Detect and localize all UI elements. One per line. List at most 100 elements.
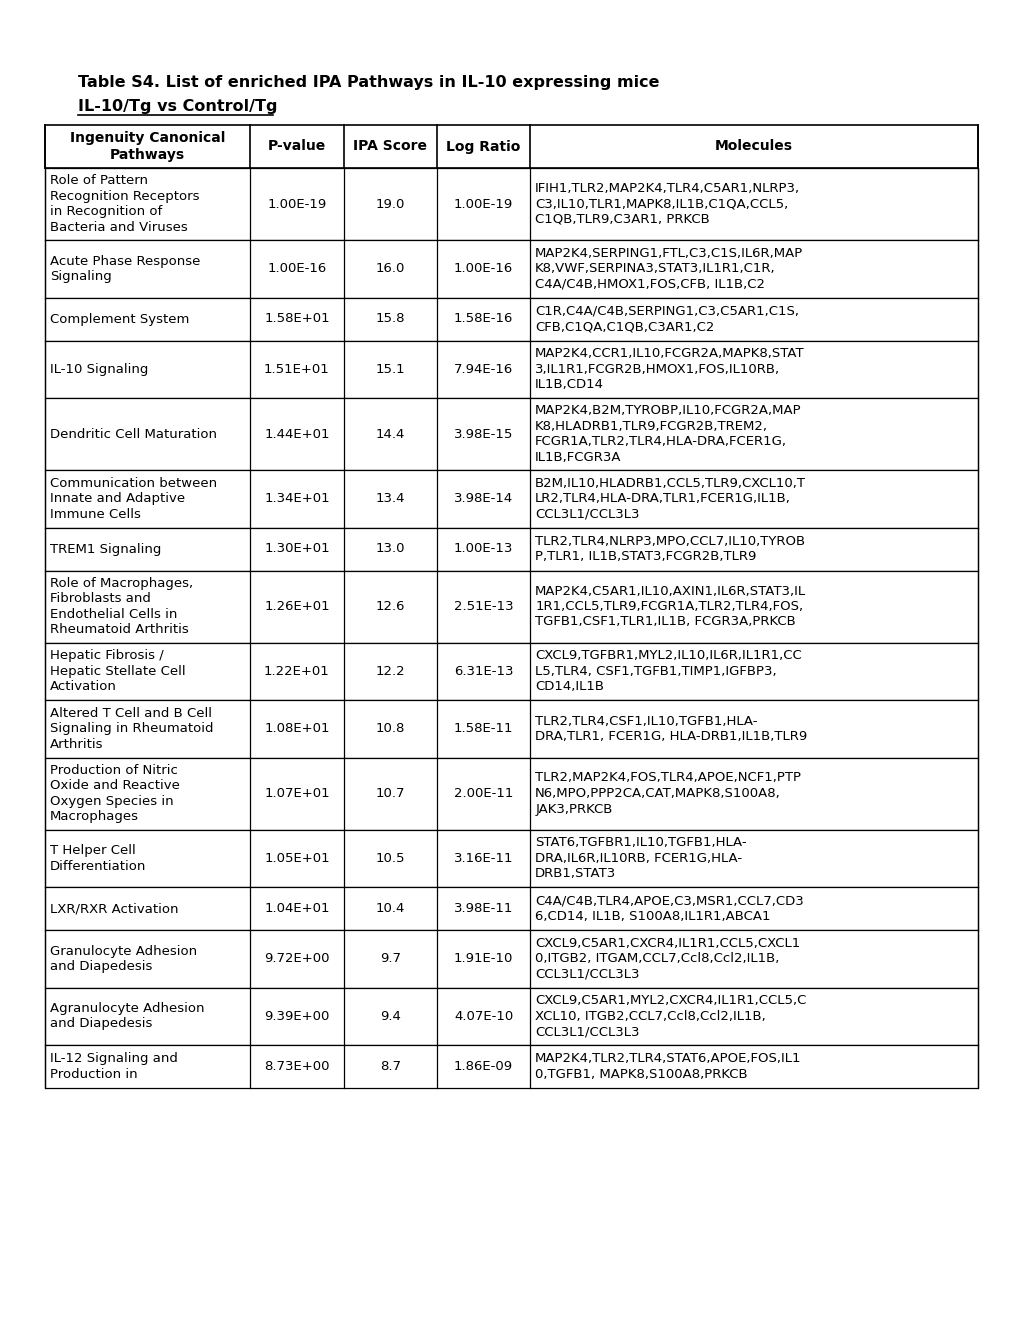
- Text: MAP2K4,C5AR1,IL10,AXIN1,IL6R,STAT3,IL
1R1,CCL5,TLR9,FCGR1A,TLR2,TLR4,FOS,
TGFB1,: MAP2K4,C5AR1,IL10,AXIN1,IL6R,STAT3,IL 1R…: [535, 585, 805, 628]
- Text: Role of Macrophages,
Fibroblasts and
Endothelial Cells in
Rheumatoid Arthritis: Role of Macrophages, Fibroblasts and End…: [50, 577, 193, 636]
- Text: 15.1: 15.1: [375, 363, 405, 376]
- Text: Complement System: Complement System: [50, 313, 190, 326]
- Text: 9.7: 9.7: [379, 952, 400, 965]
- Text: Role of Pattern
Recognition Receptors
in Recognition of
Bacteria and Viruses: Role of Pattern Recognition Receptors in…: [50, 174, 200, 234]
- Text: MAP2K4,TLR2,TLR4,STAT6,APOE,FOS,IL1
0,TGFB1, MAPK8,S100A8,PRKCB: MAP2K4,TLR2,TLR4,STAT6,APOE,FOS,IL1 0,TG…: [535, 1052, 801, 1081]
- Text: 1.07E+01: 1.07E+01: [264, 787, 329, 800]
- Text: 9.39E+00: 9.39E+00: [264, 1010, 329, 1023]
- Text: Dendritic Cell Maturation: Dendritic Cell Maturation: [50, 428, 217, 441]
- Text: CXCL9,TGFBR1,MYL2,IL10,IL6R,IL1R1,CC
L5,TLR4, CSF1,TGFB1,TIMP1,IGFBP3,
CD14,IL1B: CXCL9,TGFBR1,MYL2,IL10,IL6R,IL1R1,CC L5,…: [535, 649, 801, 693]
- Bar: [45, 399, 977, 470]
- Text: 1.44E+01: 1.44E+01: [264, 428, 329, 441]
- Text: 1.00E-19: 1.00E-19: [267, 198, 326, 210]
- Bar: [45, 470, 977, 528]
- Text: 10.8: 10.8: [375, 722, 405, 735]
- Text: 1.86E-09: 1.86E-09: [453, 1060, 513, 1073]
- Bar: [45, 643, 977, 700]
- Text: TREM1 Signaling: TREM1 Signaling: [50, 543, 161, 556]
- Bar: [45, 341, 977, 399]
- Text: 1.00E-13: 1.00E-13: [453, 543, 513, 556]
- Text: 13.0: 13.0: [375, 543, 405, 556]
- Text: 3.16E-11: 3.16E-11: [453, 851, 513, 865]
- Text: 1.51E+01: 1.51E+01: [264, 363, 329, 376]
- Text: IL-10/Tg vs Control/Tg: IL-10/Tg vs Control/Tg: [77, 99, 277, 114]
- Text: Ingenuity Canonical
Pathways: Ingenuity Canonical Pathways: [70, 131, 225, 162]
- Bar: [45, 168, 977, 240]
- Text: 3.98E-15: 3.98E-15: [453, 428, 513, 441]
- Text: 9.72E+00: 9.72E+00: [264, 952, 329, 965]
- Text: 10.4: 10.4: [375, 902, 405, 915]
- Bar: [45, 758, 977, 829]
- Text: STAT6,TGFBR1,IL10,TGFB1,HLA-
DRA,IL6R,IL10RB, FCER1G,HLA-
DRB1,STAT3: STAT6,TGFBR1,IL10,TGFB1,HLA- DRA,IL6R,IL…: [535, 837, 746, 880]
- Bar: [45, 240, 977, 297]
- Text: IFIH1,TLR2,MAP2K4,TLR4,C5AR1,NLRP3,
C3,IL10,TLR1,MAPK8,IL1B,C1QA,CCL5,
C1QB,TLR9: IFIH1,TLR2,MAP2K4,TLR4,C5AR1,NLRP3, C3,I…: [535, 182, 800, 226]
- Text: TLR2,TLR4,NLRP3,MPO,CCL7,IL10,TYROB
P,TLR1, IL1B,STAT3,FCGR2B,TLR9: TLR2,TLR4,NLRP3,MPO,CCL7,IL10,TYROB P,TL…: [535, 535, 804, 564]
- Text: 1.30E+01: 1.30E+01: [264, 543, 329, 556]
- Bar: [45, 297, 977, 341]
- Text: Hepatic Fibrosis /
Hepatic Stellate Cell
Activation: Hepatic Fibrosis / Hepatic Stellate Cell…: [50, 649, 185, 693]
- Text: 1.34E+01: 1.34E+01: [264, 492, 329, 506]
- Text: IPA Score: IPA Score: [353, 140, 427, 153]
- Text: 10.7: 10.7: [375, 787, 405, 800]
- Text: 12.2: 12.2: [375, 665, 405, 677]
- Text: 7.94E-16: 7.94E-16: [453, 363, 513, 376]
- Text: TLR2,MAP2K4,FOS,TLR4,APOE,NCF1,PTP
N6,MPO,PPP2CA,CAT,MAPK8,S100A8,
JAK3,PRKCB: TLR2,MAP2K4,FOS,TLR4,APOE,NCF1,PTP N6,MP…: [535, 771, 800, 816]
- Text: 16.0: 16.0: [375, 263, 405, 276]
- Text: IL-12 Signaling and
Production in: IL-12 Signaling and Production in: [50, 1052, 177, 1081]
- Text: Granulocyte Adhesion
and Diapedesis: Granulocyte Adhesion and Diapedesis: [50, 945, 197, 973]
- Text: C1R,C4A/C4B,SERPING1,C3,C5AR1,C1S,
CFB,C1QA,C1QB,C3AR1,C2: C1R,C4A/C4B,SERPING1,C3,C5AR1,C1S, CFB,C…: [535, 305, 798, 333]
- Text: TLR2,TLR4,CSF1,IL10,TGFB1,HLA-
DRA,TLR1, FCER1G, HLA-DRB1,IL1B,TLR9: TLR2,TLR4,CSF1,IL10,TGFB1,HLA- DRA,TLR1,…: [535, 714, 807, 743]
- Bar: [45, 931, 977, 987]
- Text: C4A/C4B,TLR4,APOE,C3,MSR1,CCL7,CD3
6,CD14, IL1B, S100A8,IL1R1,ABCA1: C4A/C4B,TLR4,APOE,C3,MSR1,CCL7,CD3 6,CD1…: [535, 894, 803, 923]
- Text: Communication between
Innate and Adaptive
Immune Cells: Communication between Innate and Adaptiv…: [50, 477, 217, 521]
- Text: 9.4: 9.4: [379, 1010, 400, 1023]
- Text: 13.4: 13.4: [375, 492, 405, 506]
- Text: MAP2K4,CCR1,IL10,FCGR2A,MAPK8,STAT
3,IL1R1,FCGR2B,HMOX1,FOS,IL10RB,
IL1B,CD14: MAP2K4,CCR1,IL10,FCGR2A,MAPK8,STAT 3,IL1…: [535, 347, 804, 391]
- Text: 8.73E+00: 8.73E+00: [264, 1060, 329, 1073]
- Text: 1.04E+01: 1.04E+01: [264, 902, 329, 915]
- Text: MAP2K4,SERPING1,FTL,C3,C1S,IL6R,MAP
K8,VWF,SERPINA3,STAT3,IL1R1,C1R,
C4A/C4B,HMO: MAP2K4,SERPING1,FTL,C3,C1S,IL6R,MAP K8,V…: [535, 247, 803, 290]
- Text: 3.98E-14: 3.98E-14: [453, 492, 513, 506]
- Text: 8.7: 8.7: [379, 1060, 400, 1073]
- Text: Molecules: Molecules: [714, 140, 793, 153]
- Text: 1.26E+01: 1.26E+01: [264, 601, 329, 612]
- Bar: [45, 125, 977, 168]
- Text: Acute Phase Response
Signaling: Acute Phase Response Signaling: [50, 255, 200, 282]
- Text: MAP2K4,B2M,TYROBP,IL10,FCGR2A,MAP
K8,HLADRB1,TLR9,FCGR2B,TREM2,
FCGR1A,TLR2,TLR4: MAP2K4,B2M,TYROBP,IL10,FCGR2A,MAP K8,HLA…: [535, 404, 801, 463]
- Text: Agranulocyte Adhesion
and Diapedesis: Agranulocyte Adhesion and Diapedesis: [50, 1002, 204, 1031]
- Text: 1.05E+01: 1.05E+01: [264, 851, 329, 865]
- Text: 1.91E-10: 1.91E-10: [453, 952, 513, 965]
- Text: 1.58E-16: 1.58E-16: [453, 313, 513, 326]
- Text: Production of Nitric
Oxide and Reactive
Oxygen Species in
Macrophages: Production of Nitric Oxide and Reactive …: [50, 764, 179, 824]
- Text: Altered T Cell and B Cell
Signaling in Rheumatoid
Arthritis: Altered T Cell and B Cell Signaling in R…: [50, 706, 213, 751]
- Text: 1.00E-19: 1.00E-19: [453, 198, 513, 210]
- Text: IL-10 Signaling: IL-10 Signaling: [50, 363, 148, 376]
- Text: B2M,IL10,HLADRB1,CCL5,TLR9,CXCL10,T
LR2,TLR4,HLA-DRA,TLR1,FCER1G,IL1B,
CCL3L1/CC: B2M,IL10,HLADRB1,CCL5,TLR9,CXCL10,T LR2,…: [535, 477, 805, 521]
- Text: CXCL9,C5AR1,CXCR4,IL1R1,CCL5,CXCL1
0,ITGB2, ITGAM,CCL7,Ccl8,Ccl2,IL1B,
CCL3L1/CC: CXCL9,C5AR1,CXCR4,IL1R1,CCL5,CXCL1 0,ITG…: [535, 937, 800, 981]
- Bar: [45, 528, 977, 570]
- Text: 1.00E-16: 1.00E-16: [267, 263, 326, 276]
- Text: 6.31E-13: 6.31E-13: [453, 665, 513, 677]
- Text: 1.08E+01: 1.08E+01: [264, 722, 329, 735]
- Text: 10.5: 10.5: [375, 851, 405, 865]
- Text: 14.4: 14.4: [375, 428, 405, 441]
- Text: LXR/RXR Activation: LXR/RXR Activation: [50, 902, 178, 915]
- Text: P-value: P-value: [268, 140, 326, 153]
- Text: CXCL9,C5AR1,MYL2,CXCR4,IL1R1,CCL5,C
XCL10, ITGB2,CCL7,Ccl8,Ccl2,IL1B,
CCL3L1/CCL: CXCL9,C5AR1,MYL2,CXCR4,IL1R1,CCL5,C XCL1…: [535, 994, 806, 1039]
- Text: 2.00E-11: 2.00E-11: [453, 787, 513, 800]
- Bar: [45, 829, 977, 887]
- Text: 2.51E-13: 2.51E-13: [453, 601, 513, 612]
- Bar: [45, 570, 977, 643]
- Bar: [45, 1045, 977, 1088]
- Text: 12.6: 12.6: [375, 601, 405, 612]
- Text: 3.98E-11: 3.98E-11: [453, 902, 513, 915]
- Bar: [45, 987, 977, 1045]
- Text: 1.58E-11: 1.58E-11: [453, 722, 513, 735]
- Text: 1.00E-16: 1.00E-16: [453, 263, 513, 276]
- Text: 4.07E-10: 4.07E-10: [453, 1010, 513, 1023]
- Bar: [45, 887, 977, 931]
- Text: 1.22E+01: 1.22E+01: [264, 665, 329, 677]
- Text: 19.0: 19.0: [375, 198, 405, 210]
- Text: 1.58E+01: 1.58E+01: [264, 313, 329, 326]
- Text: T Helper Cell
Differentiation: T Helper Cell Differentiation: [50, 843, 147, 873]
